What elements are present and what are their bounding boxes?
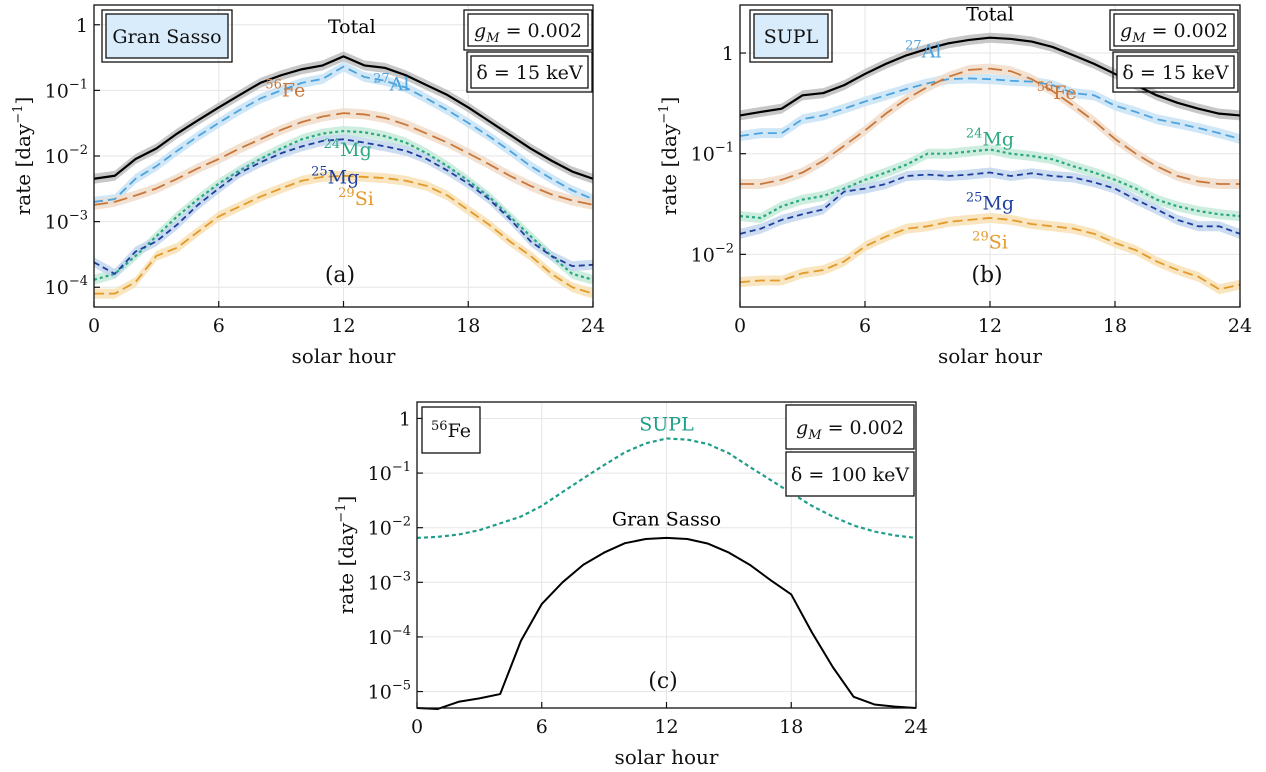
panel-label: (b) <box>971 263 1002 288</box>
series-line <box>93 65 594 203</box>
y-tick-label: 10−2 <box>45 143 88 168</box>
series-line <box>739 217 1241 291</box>
y-tick-label: 1 <box>722 43 734 65</box>
series-band <box>94 134 593 279</box>
series-line <box>93 129 594 281</box>
param-delta-box: δ = 100 keV <box>785 451 915 497</box>
series-line <box>93 55 594 180</box>
series-line <box>416 536 917 710</box>
panel-c: 0 6 12 18 24 1 10−1 10−2 10−3 10−4 10−5 SUPL Gran S… <box>334 401 928 769</box>
param-gm-box: gM = 0.002 <box>1109 9 1239 51</box>
series-band <box>740 212 1240 295</box>
x-tick-label: 18 <box>779 716 803 738</box>
series-label: Total <box>966 4 1014 26</box>
site-label-box: SUPL <box>749 9 833 63</box>
x-axis-label: solar hour <box>938 344 1042 368</box>
series-label: Total <box>328 16 376 38</box>
series-line <box>739 148 1241 220</box>
y-tick-label: 10−3 <box>45 209 88 234</box>
param-delta: δ = 15 keV <box>476 62 582 84</box>
x-tick-label: 0 <box>734 315 746 337</box>
series-label: 27Al <box>905 39 941 63</box>
series-label: 29Si <box>338 186 374 210</box>
series-label: SUPL <box>639 414 694 436</box>
x-tick-label: 0 <box>88 315 100 337</box>
x-tick-label: 12 <box>978 315 1002 337</box>
x-tick-label: 24 <box>1228 315 1252 337</box>
series-label: 27Al <box>373 71 409 95</box>
y-axis-label: rate [day−1] <box>334 496 358 615</box>
y-tick-label: 10−1 <box>45 77 88 102</box>
param-delta: δ = 15 keV <box>1122 62 1228 84</box>
series-band <box>94 61 593 207</box>
param-delta-box: δ = 15 keV <box>1112 51 1239 93</box>
site-label-box: Gran Sasso <box>101 9 233 63</box>
param-delta: δ = 100 keV <box>791 464 910 486</box>
series-line <box>739 77 1241 140</box>
y-axis-label: rate [day−1] <box>657 97 681 216</box>
series-label: 25Mg <box>311 165 359 189</box>
y-tick-label: 10−4 <box>45 274 88 299</box>
y-tick-label: 1 <box>76 15 88 37</box>
series-line <box>93 112 594 206</box>
param-gm: gM = 0.002 <box>474 20 582 46</box>
series-band <box>740 73 1240 144</box>
panel-label: (c) <box>648 669 678 694</box>
series-line <box>416 437 917 540</box>
panel-b: 0 6 12 18 24 1 10−1 10−2 Total 27Al 56Fe 24Mg 25Mg 2… <box>657 4 1252 368</box>
series-band <box>740 167 1240 239</box>
x-tick-label: 18 <box>1103 315 1127 337</box>
series-line <box>93 138 594 275</box>
y-tick-label: 1 <box>399 408 411 430</box>
series-label: 56Fe <box>265 78 305 102</box>
site-label: 56Fe <box>431 419 471 442</box>
y-tick-label: 10−3 <box>368 569 411 594</box>
x-axis-label: solar hour <box>615 745 719 769</box>
series-line <box>94 174 594 295</box>
series-label: 29Si <box>972 229 1008 253</box>
series-line <box>739 36 1241 117</box>
param-gm: gM = 0.002 <box>1120 20 1228 46</box>
x-tick-label: 24 <box>581 315 605 337</box>
site-label-box: 56Fe <box>421 406 481 454</box>
y-tick-label: 10−2 <box>691 241 734 266</box>
x-tick-label: 12 <box>331 315 355 337</box>
x-tick-label: 18 <box>456 315 480 337</box>
x-tick-label: 6 <box>213 315 225 337</box>
panel-a: 0 6 12 18 24 1 10−1 10−2 10−3 10−4 Total 27Al 56Fe 2… <box>11 4 605 368</box>
y-axis-label: rate [day−1] <box>11 97 35 216</box>
series-label: 25Mg <box>966 190 1014 214</box>
param-gm-box: gM = 0.002 <box>785 404 915 450</box>
panel-label: (a) <box>325 263 355 288</box>
x-tick-label: 6 <box>859 315 871 337</box>
series-label: Gran Sasso <box>612 508 721 530</box>
y-tick-label: 10−5 <box>368 679 411 704</box>
series-label: 24Mg <box>324 137 372 161</box>
series-label: 24Mg <box>966 127 1014 151</box>
site-label: Gran Sasso <box>112 26 221 48</box>
param-gm: gM = 0.002 <box>796 417 904 443</box>
series-label: 56Fe <box>1037 80 1077 104</box>
param-delta-box: δ = 15 keV <box>466 51 593 93</box>
x-tick-label: 6 <box>536 716 548 738</box>
series-line <box>740 67 1240 185</box>
x-tick-label: 0 <box>411 716 423 738</box>
site-label: SUPL <box>764 26 819 48</box>
y-tick-label: 10−2 <box>368 515 411 540</box>
param-gm-box: gM = 0.002 <box>463 9 593 51</box>
x-tick-label: 12 <box>654 716 678 738</box>
y-tick-label: 10−1 <box>691 141 734 166</box>
y-tick-label: 10−4 <box>368 624 411 649</box>
y-tick-label: 10−1 <box>368 460 411 485</box>
x-tick-label: 24 <box>904 716 928 738</box>
x-axis-label: solar hour <box>292 344 396 368</box>
series-line <box>739 171 1241 235</box>
